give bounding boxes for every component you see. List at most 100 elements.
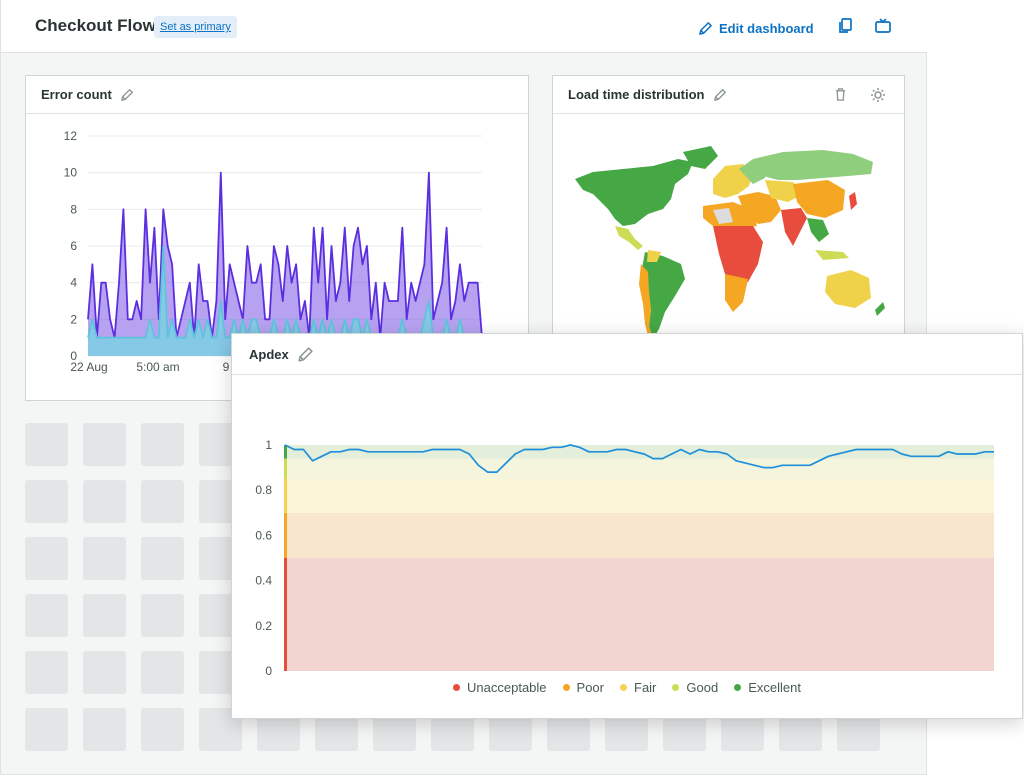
widget-header: Apdex <box>232 334 1022 375</box>
map-region-india <box>781 208 807 246</box>
map-region-south-america <box>641 252 685 339</box>
band-marker <box>284 445 287 459</box>
band-poor <box>284 512 994 558</box>
widget-title: Error count <box>41 87 112 102</box>
placeholder-tile <box>25 708 68 751</box>
pencil-icon[interactable] <box>713 88 727 102</box>
y-tick-label: 4 <box>70 276 77 290</box>
trash-icon[interactable] <box>833 87 848 102</box>
y-tick-label: 0.2 <box>255 619 272 633</box>
edit-dashboard-label: Edit dashboard <box>719 20 814 36</box>
apdex-widget[interactable]: Apdex 00.20.40.60.813am6am9am12pm3pm6pm9… <box>231 333 1023 719</box>
map-region-indonesia <box>815 250 849 260</box>
map-region-north-america <box>575 159 693 226</box>
map-region-south-america-north <box>647 250 661 262</box>
map-region-new-zealand <box>875 302 885 316</box>
band-marker <box>284 558 287 671</box>
placeholder-tile <box>25 651 68 694</box>
edit-dashboard-button[interactable]: Edit dashboard <box>698 18 814 38</box>
legend-dot <box>620 684 627 691</box>
y-tick-label: 12 <box>64 129 78 143</box>
legend-item-fair[interactable]: Fair <box>620 680 656 695</box>
placeholder-tile <box>25 537 68 580</box>
legend-label: Poor <box>576 680 604 695</box>
band-unacceptable <box>284 558 994 671</box>
apdex-chart[interactable]: 00.20.40.60.813am6am9am12pm3pm6pm9pm12am… <box>232 375 1022 697</box>
placeholder-tile <box>83 594 126 637</box>
legend-dot <box>562 684 570 691</box>
placeholder-tile <box>25 594 68 637</box>
pencil-icon[interactable] <box>297 346 314 363</box>
apdex-legend: Unacceptable Poor Fair Good Excellent <box>232 680 1022 695</box>
legend-dot <box>734 684 742 691</box>
series-area <box>88 172 482 356</box>
y-tick-label: 0 <box>70 349 77 363</box>
world-map[interactable] <box>553 114 904 344</box>
placeholder-tile <box>83 480 126 523</box>
map-region-central-america <box>615 226 643 250</box>
pencil-icon <box>699 21 712 35</box>
placeholder-tile <box>141 594 184 637</box>
y-tick-label: 1 <box>265 438 272 452</box>
y-tick-label: 0.6 <box>255 528 272 542</box>
tv-mode-icon[interactable] <box>874 17 892 35</box>
load-time-widget[interactable]: Load time distribution <box>552 75 905 345</box>
pencil-icon[interactable] <box>120 88 134 102</box>
copy-icon[interactable] <box>836 17 854 35</box>
placeholder-tile <box>141 480 184 523</box>
band-good <box>284 458 994 479</box>
dashboard-header: Checkout Flow Set as primary Edit dashbo… <box>1 0 927 53</box>
placeholder-tile <box>83 651 126 694</box>
placeholder-tile <box>25 423 68 466</box>
x-tick-label: 5:00 am <box>136 360 179 374</box>
widget-header: Load time distribution <box>553 76 904 114</box>
legend-item-unacceptable[interactable]: Unacceptable <box>453 680 547 695</box>
legend-item-good[interactable]: Good <box>672 680 718 695</box>
placeholder-tile <box>141 708 184 751</box>
series-line[interactable] <box>87 171 483 339</box>
placeholder-tile <box>83 423 126 466</box>
band-fair <box>284 478 994 513</box>
placeholder-tile <box>83 537 126 580</box>
map-region-southern-africa <box>725 274 748 312</box>
band-marker <box>284 478 287 513</box>
map-region-central-africa <box>713 226 763 290</box>
y-tick-label: 0 <box>265 664 272 675</box>
y-tick-label: 0.4 <box>255 574 272 588</box>
band-marker <box>284 512 287 558</box>
page-title: Checkout Flow <box>35 16 156 35</box>
y-tick-label: 6 <box>70 239 77 253</box>
legend-item-excellent[interactable]: Excellent <box>734 680 801 695</box>
y-tick-label: 0.8 <box>255 483 272 497</box>
placeholder-tile <box>141 651 184 694</box>
map-region-china <box>793 180 845 218</box>
widget-title: Apdex <box>249 346 289 362</box>
legend-label: Excellent <box>748 680 801 695</box>
apdex-line[interactable] <box>284 444 994 473</box>
placeholder-tile <box>25 480 68 523</box>
map-region-southeast-asia <box>807 218 829 242</box>
legend-label: Good <box>686 680 719 695</box>
widget-header: Error count <box>26 76 528 114</box>
legend-dot <box>672 684 680 691</box>
y-tick-label: 10 <box>64 166 78 180</box>
y-tick-label: 8 <box>70 202 77 216</box>
placeholder-tile <box>83 708 126 751</box>
x-tick-label: 9 <box>223 360 230 374</box>
map-region-sahara <box>713 208 733 224</box>
map-region-south-america-west <box>639 264 653 340</box>
band-marker <box>284 458 287 479</box>
legend-item-poor[interactable]: Poor <box>562 680 604 695</box>
set-primary-link[interactable]: Set as primary <box>154 16 237 38</box>
band-excellent <box>284 445 994 459</box>
widget-title: Load time distribution <box>568 87 705 102</box>
gear-icon[interactable] <box>870 87 886 103</box>
map-region-japan <box>849 192 857 210</box>
legend-label: Fair <box>634 680 657 695</box>
map-region-australia <box>825 270 871 308</box>
map-region-russia <box>753 150 873 180</box>
legend-dot <box>453 684 461 691</box>
y-tick-label: 2 <box>70 312 77 326</box>
legend-label: Unacceptable <box>467 680 547 695</box>
map-region-greenland <box>683 146 718 169</box>
